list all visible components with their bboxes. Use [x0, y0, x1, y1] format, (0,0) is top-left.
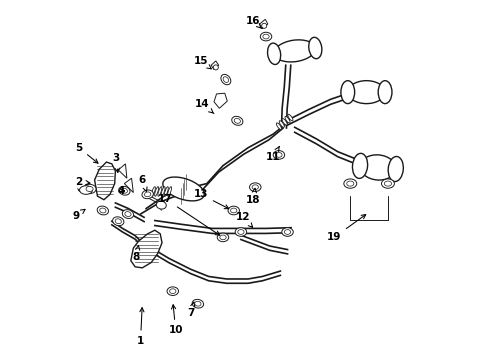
Ellipse shape	[359, 155, 395, 180]
Text: 14: 14	[195, 99, 213, 113]
Ellipse shape	[282, 118, 286, 125]
Ellipse shape	[97, 206, 108, 215]
Text: 2: 2	[75, 177, 90, 187]
Ellipse shape	[115, 219, 121, 224]
Ellipse shape	[169, 289, 176, 293]
Ellipse shape	[235, 228, 246, 236]
Ellipse shape	[86, 186, 93, 192]
Ellipse shape	[273, 40, 315, 62]
Text: 7: 7	[186, 302, 194, 318]
Text: 17: 17	[157, 194, 219, 235]
Ellipse shape	[112, 217, 123, 226]
Ellipse shape	[284, 230, 290, 234]
Ellipse shape	[83, 184, 96, 194]
Ellipse shape	[161, 187, 165, 196]
Polygon shape	[131, 230, 162, 268]
Ellipse shape	[276, 123, 281, 130]
Ellipse shape	[261, 23, 266, 28]
Ellipse shape	[287, 114, 292, 121]
Polygon shape	[259, 19, 267, 29]
Ellipse shape	[142, 190, 153, 199]
Text: 12: 12	[235, 212, 252, 227]
Ellipse shape	[156, 201, 166, 209]
Ellipse shape	[213, 65, 218, 70]
Text: 15: 15	[193, 56, 211, 69]
Ellipse shape	[119, 186, 130, 195]
Ellipse shape	[308, 37, 321, 59]
Ellipse shape	[275, 153, 282, 157]
Text: 5: 5	[75, 143, 98, 163]
Ellipse shape	[217, 233, 228, 242]
Ellipse shape	[124, 212, 131, 216]
Ellipse shape	[194, 301, 201, 306]
Ellipse shape	[260, 32, 271, 41]
Ellipse shape	[387, 157, 403, 181]
Ellipse shape	[279, 121, 284, 127]
Ellipse shape	[192, 300, 203, 308]
Ellipse shape	[346, 181, 353, 186]
Ellipse shape	[100, 208, 106, 213]
Ellipse shape	[154, 187, 158, 196]
Text: 19: 19	[326, 215, 365, 242]
Ellipse shape	[234, 118, 240, 123]
Ellipse shape	[164, 187, 168, 196]
Polygon shape	[124, 178, 133, 193]
Text: 6: 6	[139, 175, 147, 192]
Ellipse shape	[231, 116, 243, 125]
Polygon shape	[94, 162, 115, 200]
Ellipse shape	[252, 185, 258, 189]
Ellipse shape	[237, 230, 244, 234]
Text: 8: 8	[132, 246, 140, 262]
Text: 3: 3	[112, 153, 120, 172]
Ellipse shape	[151, 187, 155, 196]
Ellipse shape	[158, 187, 162, 196]
Ellipse shape	[285, 116, 289, 123]
Polygon shape	[118, 164, 126, 178]
Ellipse shape	[163, 177, 204, 201]
Ellipse shape	[230, 208, 236, 213]
Ellipse shape	[263, 34, 268, 39]
Ellipse shape	[352, 153, 367, 179]
Ellipse shape	[381, 179, 394, 188]
Ellipse shape	[80, 186, 92, 194]
Ellipse shape	[122, 210, 133, 219]
Polygon shape	[214, 93, 227, 108]
Ellipse shape	[267, 43, 280, 64]
Ellipse shape	[167, 187, 171, 196]
Text: 13: 13	[193, 189, 228, 209]
Text: 1: 1	[137, 308, 144, 346]
Ellipse shape	[377, 81, 391, 104]
Text: 9: 9	[72, 209, 85, 221]
Ellipse shape	[167, 287, 178, 296]
Ellipse shape	[273, 150, 284, 159]
Text: 4: 4	[117, 186, 124, 196]
Ellipse shape	[223, 77, 228, 82]
Polygon shape	[211, 61, 218, 69]
Text: 10: 10	[168, 305, 183, 335]
Ellipse shape	[227, 206, 239, 215]
Ellipse shape	[249, 183, 261, 192]
Ellipse shape	[221, 75, 230, 85]
Text: 11: 11	[265, 147, 280, 162]
Text: 16: 16	[245, 16, 261, 28]
Text: 18: 18	[245, 188, 260, 205]
Ellipse shape	[340, 81, 354, 104]
Ellipse shape	[281, 228, 293, 236]
Ellipse shape	[347, 81, 384, 104]
Ellipse shape	[343, 179, 356, 188]
Ellipse shape	[121, 188, 127, 193]
Ellipse shape	[220, 235, 225, 240]
Ellipse shape	[144, 192, 150, 197]
Ellipse shape	[384, 181, 391, 186]
